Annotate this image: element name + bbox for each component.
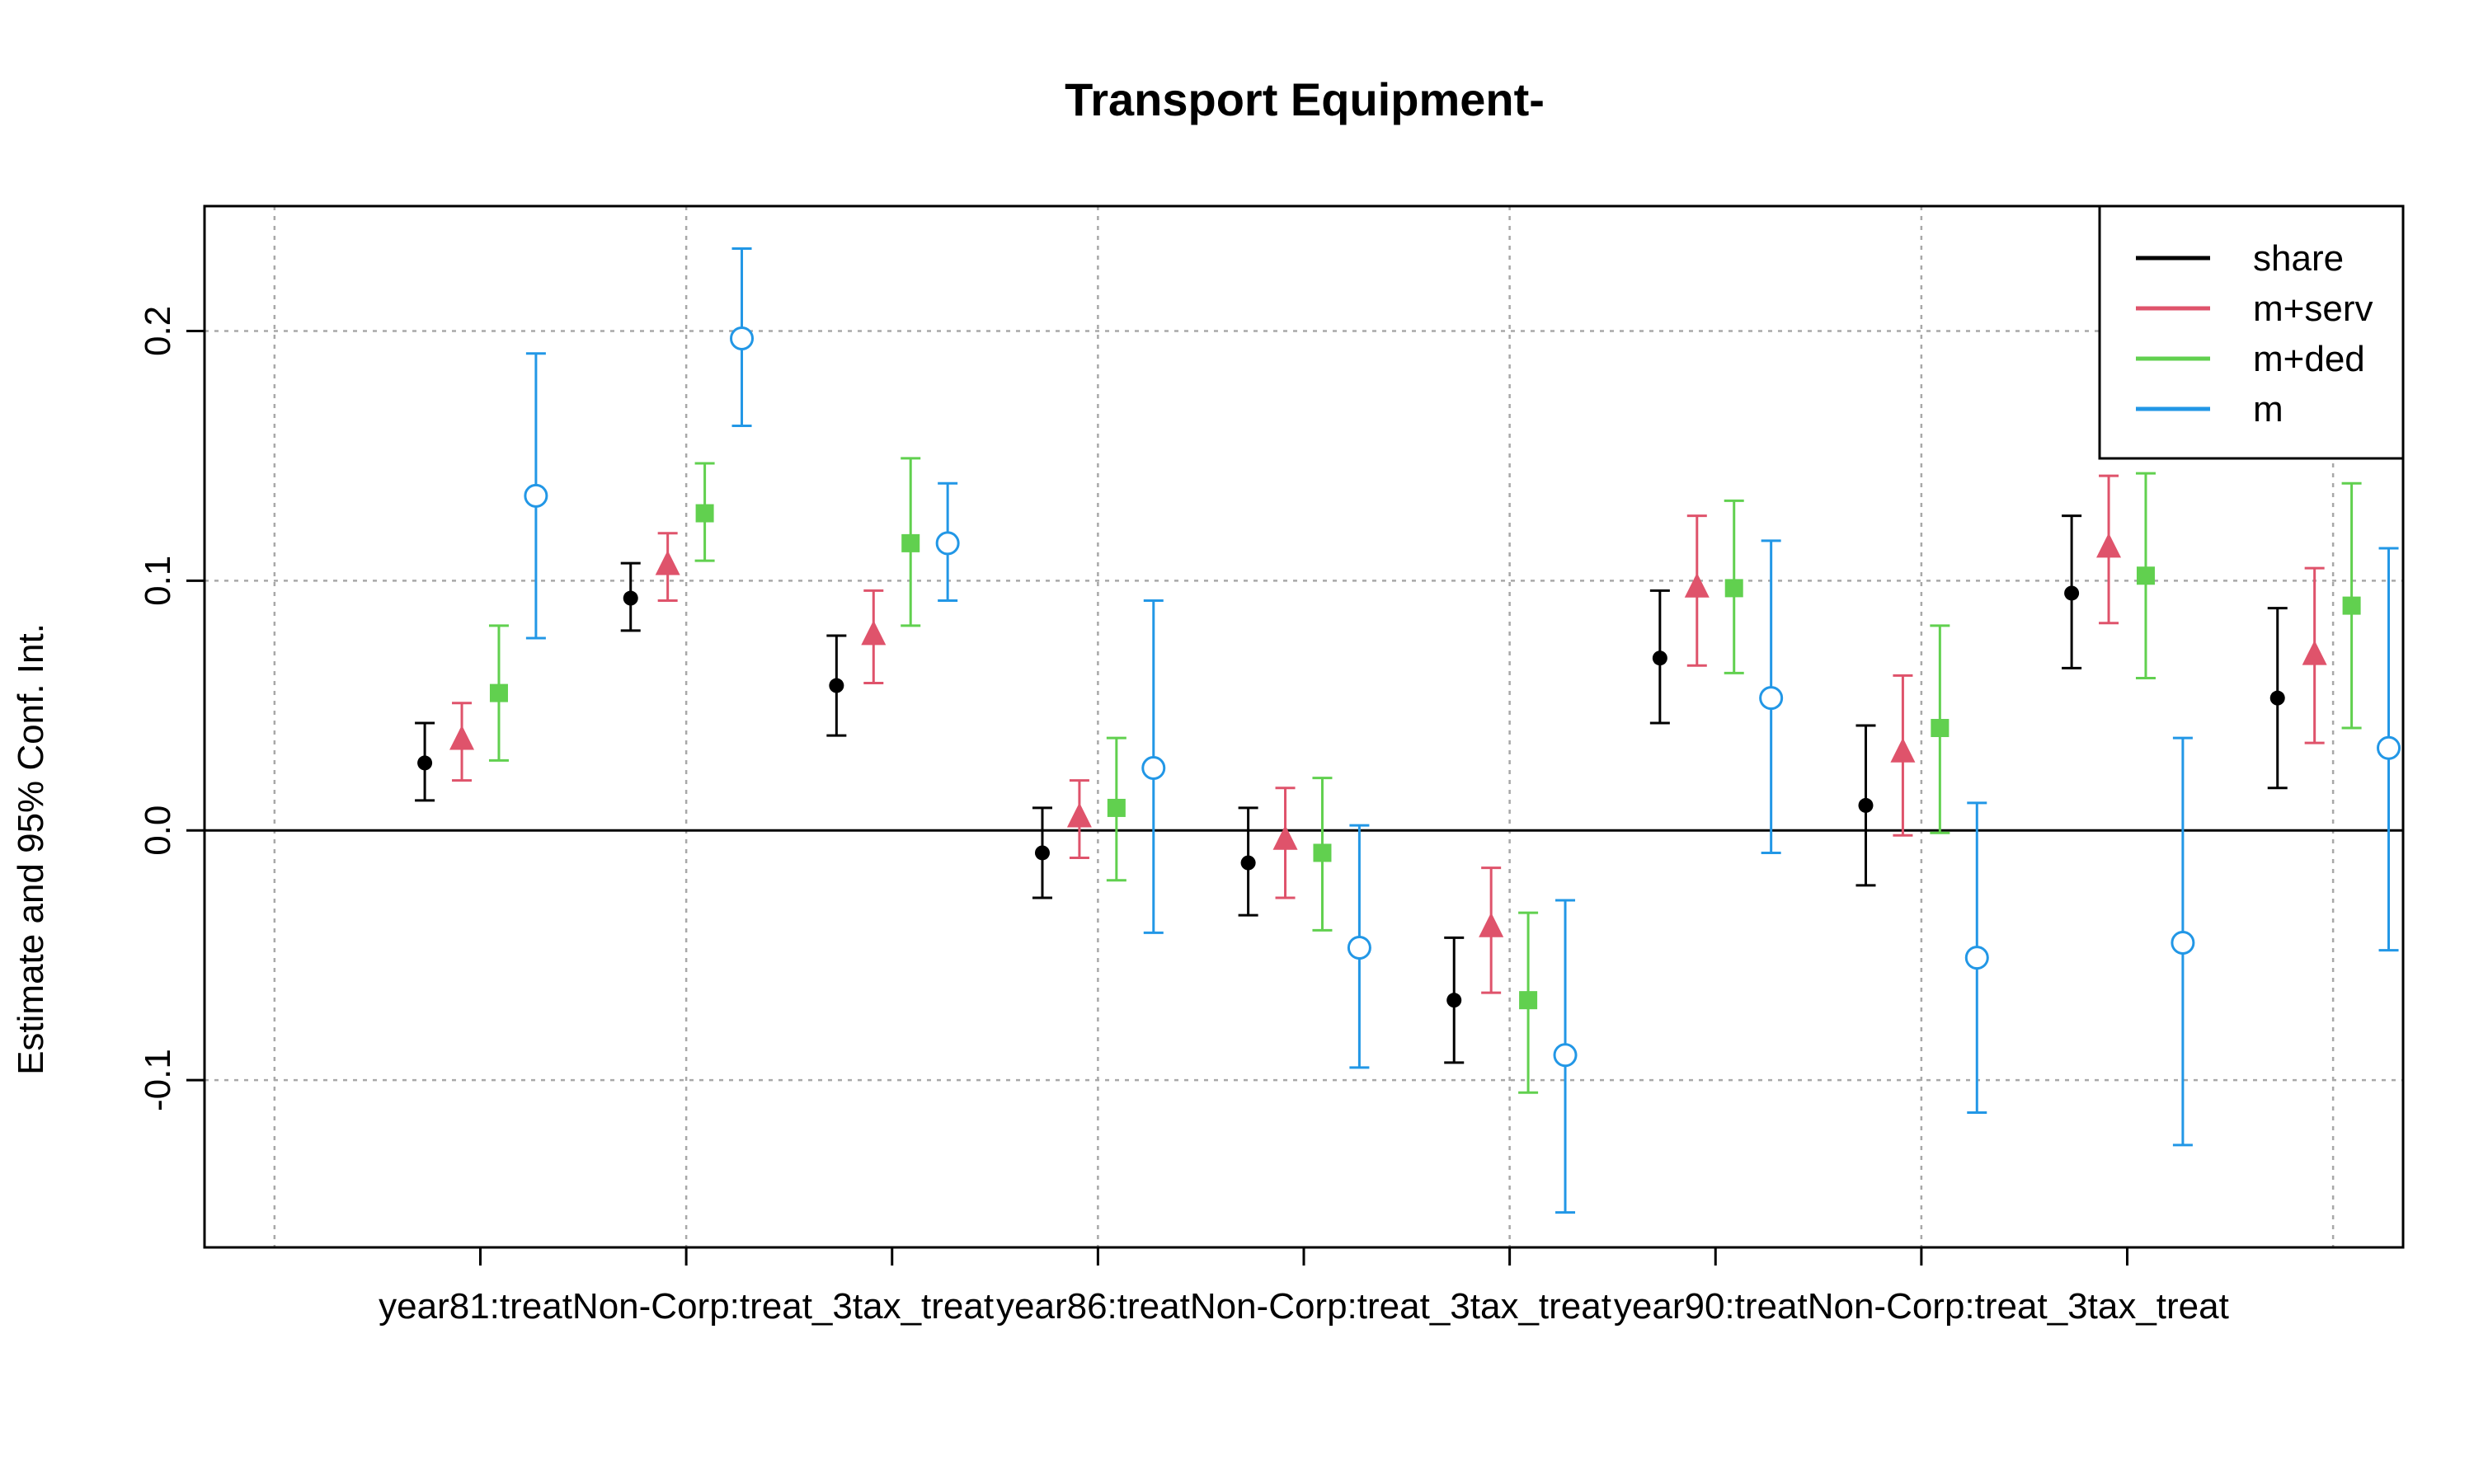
legend-label: m+ded <box>2253 339 2365 379</box>
point-marker <box>2064 585 2080 601</box>
point-marker <box>1652 650 1667 666</box>
point-marker <box>2377 735 2401 760</box>
point-marker <box>2269 690 2285 706</box>
point-marker <box>449 725 475 750</box>
series-m-ded <box>488 457 2362 1094</box>
point-marker <box>935 531 960 556</box>
point-marker <box>1272 824 1298 850</box>
legend-box <box>2098 204 2405 460</box>
point-marker <box>1553 1043 1578 1068</box>
legend-label: m+serv <box>2253 289 2373 329</box>
point-marker <box>2342 596 2361 615</box>
point-marker <box>1034 845 1050 861</box>
legend-label: share <box>2253 238 2344 279</box>
point-marker <box>1066 802 1092 828</box>
point-marker <box>1347 936 1371 960</box>
point-marker <box>623 590 638 606</box>
point-marker <box>861 620 887 646</box>
point-marker <box>417 755 433 771</box>
point-marker <box>524 483 548 508</box>
point-marker <box>1858 797 1874 813</box>
x-tick-label: year81:treatNon-Corp:treat_3tax_treat <box>379 1286 994 1327</box>
point-marker <box>1313 843 1332 862</box>
x-tick-label: year90:treatNon-Corp:treat_3tax_treat <box>1614 1286 2229 1327</box>
point-marker <box>1964 946 1989 970</box>
y-tick-label: 0.2 <box>138 306 178 356</box>
point-marker <box>1890 737 1916 763</box>
point-marker <box>1684 572 1710 598</box>
point-marker <box>655 550 680 575</box>
plot-marks <box>415 247 2401 1214</box>
x-tick-label: year86:treatNon-Corp:treat_3tax_treat <box>996 1286 1611 1327</box>
point-marker <box>730 326 755 351</box>
y-tick-label: 0.0 <box>138 805 178 856</box>
point-marker <box>1479 912 1504 937</box>
point-marker <box>2136 566 2155 585</box>
series-m-serv <box>449 474 2327 994</box>
axes: -0.1 0.0 0.1 0.2 year81:treatNon-Corp:treat_… <box>138 306 2229 1327</box>
point-marker <box>829 678 844 693</box>
point-marker <box>1931 719 1950 738</box>
point-marker <box>1240 855 1256 871</box>
point-marker <box>1519 991 1538 1010</box>
legend-label: m <box>2253 389 2284 430</box>
y-tick-label: -0.1 <box>138 1049 178 1111</box>
point-marker <box>2302 640 2327 665</box>
legend: share m+serv m+ded m <box>2098 204 2405 460</box>
point-marker <box>1724 579 1743 598</box>
point-marker <box>695 504 714 523</box>
point-marker <box>1141 755 1166 780</box>
y-axis-label: Estimate and 95% Conf. Int. <box>11 623 51 1075</box>
series-m <box>524 247 2401 1214</box>
y-tick-label: 0.1 <box>138 556 178 606</box>
point-marker <box>1759 686 1784 711</box>
point-marker <box>1107 798 1126 817</box>
gridlines <box>205 206 2403 1247</box>
point-marker <box>1446 993 1462 1008</box>
point-marker <box>2171 930 2195 955</box>
chart-title: Transport Equipment- <box>1065 73 1545 125</box>
series-share <box>415 514 2288 1064</box>
point-marker <box>489 683 508 702</box>
point-marker <box>2096 533 2122 558</box>
point-marker <box>901 533 920 552</box>
